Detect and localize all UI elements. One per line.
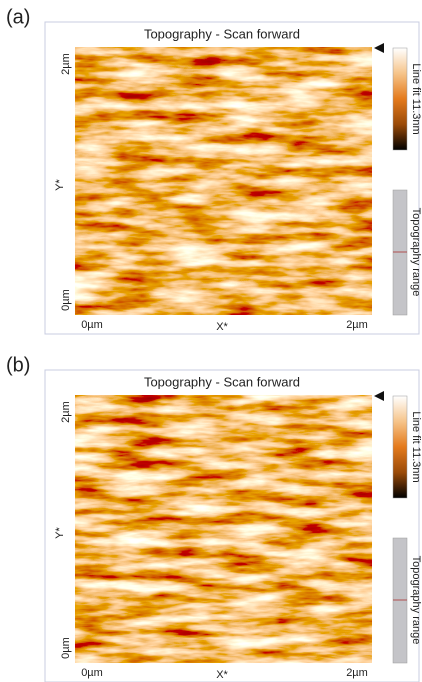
- x-axis-label: X*: [216, 669, 228, 681]
- range-label: Topography range: [410, 556, 422, 645]
- panel-title: Topography - Scan forward: [144, 26, 300, 41]
- y-axis-label: Y*: [54, 526, 66, 538]
- y-tick-label: 2µm: [60, 401, 72, 423]
- panel-label: (a): [6, 6, 30, 28]
- x-tick-label: 0µm: [81, 667, 103, 679]
- panel: (a) Topography - Scan forward 2µm 0µm Y* 0µm 2…: [6, 6, 422, 334]
- y-tick-label: 2µm: [60, 53, 72, 75]
- x-tick-label: 0µm: [81, 319, 103, 331]
- colorbar-label: Line fit 11.3nm: [410, 411, 422, 482]
- scan-marker: [374, 391, 384, 401]
- range-label: Topography range: [410, 208, 422, 297]
- scan-marker: [374, 43, 384, 53]
- colorbar: [393, 396, 407, 498]
- panel-label: (b): [6, 354, 30, 376]
- x-axis-label: X*: [216, 321, 228, 333]
- afm-image: [75, 395, 372, 663]
- afm-image: [75, 47, 372, 315]
- y-tick-label: 0µm: [60, 637, 72, 659]
- panel-title: Topography - Scan forward: [144, 374, 300, 389]
- colorbar-label: Line fit 11.3nm: [410, 63, 422, 134]
- panel: (b) Topography - Scan forward 2µm 0µm Y* 0µm 2…: [6, 354, 422, 682]
- figure: (a) Topography - Scan forward 2µm 0µm Y* 0µm 2…: [0, 0, 422, 682]
- x-tick-label: 2µm: [346, 319, 368, 331]
- y-axis-label: Y*: [54, 178, 66, 190]
- x-tick-label: 2µm: [346, 667, 368, 679]
- colorbar: [393, 48, 407, 150]
- y-tick-label: 0µm: [60, 289, 72, 311]
